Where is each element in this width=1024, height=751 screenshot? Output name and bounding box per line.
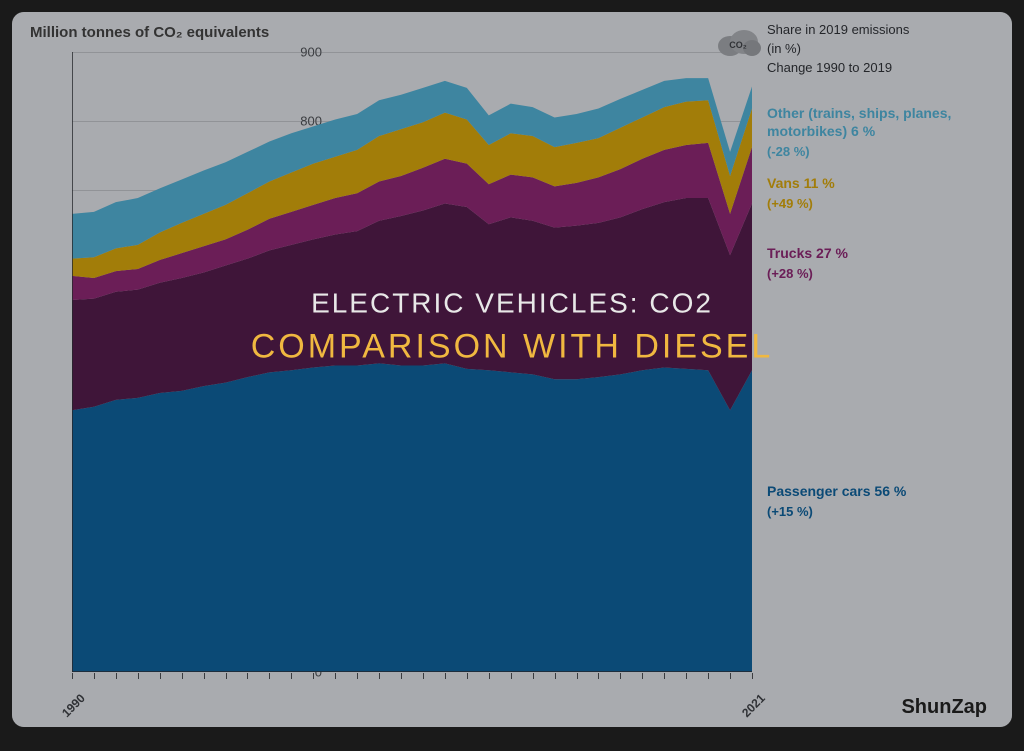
x-tick	[401, 673, 402, 679]
legend-item: Vans 11 % (+49 %)	[767, 174, 997, 211]
legend-item: Other (trains, ships, planes, motorbikes…	[767, 104, 997, 159]
legend-label: Other (trains, ships, planes, motorbikes…	[767, 104, 997, 140]
legend-label: Trucks 27 %	[767, 244, 997, 262]
x-tick	[664, 673, 665, 679]
legend-header-1: Share in 2019 emissions	[767, 22, 997, 39]
x-tick	[708, 673, 709, 679]
svg-text:CO₂: CO₂	[729, 40, 747, 50]
x-tick	[313, 673, 314, 679]
x-tick	[730, 673, 731, 679]
legend-change: (+49 %)	[767, 196, 997, 211]
x-tick	[533, 673, 534, 679]
x-tick	[445, 673, 446, 679]
x-tick	[291, 673, 292, 679]
x-tick	[752, 673, 753, 679]
legend-item: Passenger cars 56 % (+15 %)	[767, 482, 997, 519]
legend-item: Trucks 27 % (+28 %)	[767, 244, 997, 281]
x-tick	[138, 673, 139, 679]
chart-container: Million tonnes of CO₂ equivalents 010020…	[12, 12, 1012, 727]
x-tick	[642, 673, 643, 679]
x-label-start: 1990	[59, 691, 88, 720]
x-tick	[489, 673, 490, 679]
x-tick	[598, 673, 599, 679]
legend-label: Vans 11 %	[767, 174, 997, 192]
legend-label: Passenger cars 56 %	[767, 482, 997, 500]
x-tick	[620, 673, 621, 679]
legend-change: (+28 %)	[767, 266, 997, 281]
x-tick	[686, 673, 687, 679]
x-tick	[423, 673, 424, 679]
legend-change: (-28 %)	[767, 144, 997, 159]
x-tick	[247, 673, 248, 679]
chart-y-axis-title: Million tonnes of CO₂ equivalents	[30, 24, 269, 41]
x-tick	[577, 673, 578, 679]
x-tick	[335, 673, 336, 679]
x-tick	[116, 673, 117, 679]
overlay-title: ELECTRIC VEHICLES: CO2 COMPARISON WITH D…	[162, 287, 862, 366]
x-tick	[204, 673, 205, 679]
area-passenger_cars	[72, 363, 752, 672]
x-tick	[511, 673, 512, 679]
x-tick	[94, 673, 95, 679]
x-tick	[357, 673, 358, 679]
overlay-line-1: ELECTRIC VEHICLES: CO2	[162, 287, 862, 319]
legend-change: (+15 %)	[767, 504, 997, 519]
overlay-line-2: COMPARISON WITH DIESEL	[162, 327, 862, 366]
co2-cloud-icon: CO₂	[714, 24, 762, 60]
x-tick	[72, 673, 73, 679]
x-label-end: 2021	[739, 691, 768, 720]
x-tick	[379, 673, 380, 679]
x-tick	[555, 673, 556, 679]
x-tick	[182, 673, 183, 679]
x-tick	[226, 673, 227, 679]
x-tick	[269, 673, 270, 679]
x-tick	[467, 673, 468, 679]
legend-panel: Share in 2019 emissions (in %) Change 19…	[767, 22, 997, 95]
legend-header-2: (in %)	[767, 41, 997, 58]
legend-header-3: Change 1990 to 2019	[767, 60, 997, 75]
watermark: ShunZap	[901, 696, 987, 719]
x-tick	[160, 673, 161, 679]
